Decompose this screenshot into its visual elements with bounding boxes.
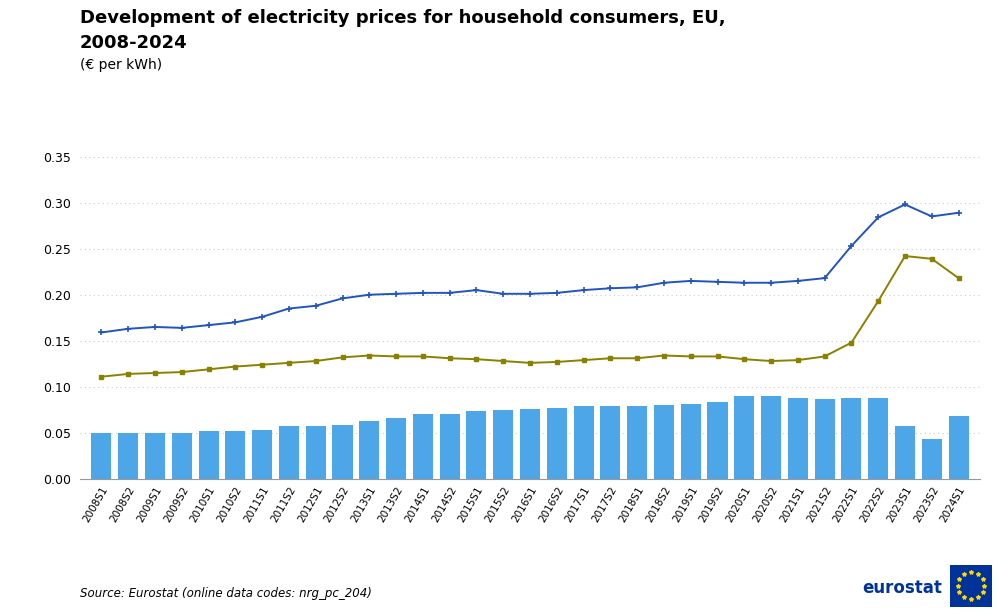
Bar — [306, 426, 326, 479]
Text: eurostat: eurostat — [862, 579, 942, 597]
Bar — [841, 398, 861, 479]
Bar — [707, 403, 728, 479]
Bar — [627, 406, 647, 479]
Text: 2008-2024: 2008-2024 — [80, 34, 188, 52]
Bar — [359, 421, 379, 479]
Bar — [788, 398, 808, 479]
Bar — [225, 431, 245, 479]
Bar — [734, 396, 754, 479]
Bar — [118, 433, 138, 479]
Bar — [413, 414, 433, 479]
Bar — [815, 399, 835, 479]
Bar — [493, 410, 513, 479]
Bar — [922, 440, 942, 479]
Bar — [91, 433, 111, 479]
Text: Development of electricity prices for household consumers, EU,: Development of electricity prices for ho… — [80, 9, 726, 27]
Bar — [895, 426, 915, 479]
Bar — [279, 426, 299, 479]
Bar — [199, 431, 219, 479]
Bar — [654, 405, 674, 479]
Bar — [681, 405, 701, 479]
Bar — [440, 414, 460, 479]
Bar — [547, 408, 567, 479]
Bar — [172, 433, 192, 479]
Text: Source: Eurostat (online data codes: nrg_pc_204): Source: Eurostat (online data codes: nrg… — [80, 588, 372, 600]
Bar — [868, 398, 888, 479]
Bar — [332, 425, 353, 479]
Bar — [520, 409, 540, 479]
Bar — [145, 433, 165, 479]
Bar — [600, 406, 620, 479]
Bar — [466, 411, 486, 479]
Bar — [386, 418, 406, 479]
Bar — [574, 406, 594, 479]
Bar — [252, 430, 272, 479]
Bar — [949, 416, 969, 479]
Text: (€ per kWh): (€ per kWh) — [80, 58, 162, 72]
Bar — [761, 396, 781, 479]
